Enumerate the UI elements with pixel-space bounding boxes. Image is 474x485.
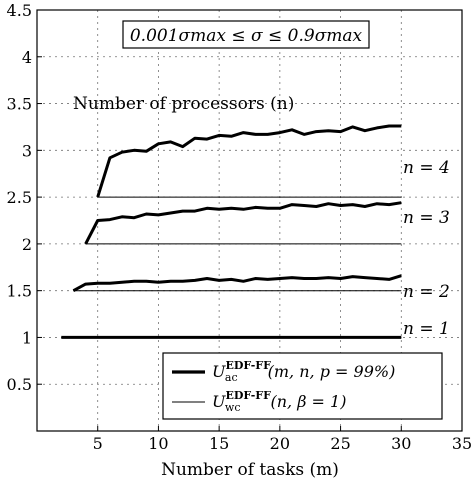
x-tick-label: 5	[93, 434, 103, 453]
series-label-n1: n = 1	[403, 319, 450, 339]
y-tick-label: 0.5	[7, 375, 32, 394]
y-tick-label: 2	[22, 235, 32, 254]
x-tick-label: 20	[270, 434, 290, 453]
x-axis-label: Number of tasks (m)	[161, 460, 339, 480]
series-line-n3-ac	[84, 201, 402, 245]
series-line-n2-ac	[72, 274, 402, 293]
series-label-n2: n = 2	[403, 282, 450, 302]
legend-entry-ac: UEDF-FF ac (m, n, p = 99%)	[212, 359, 395, 384]
y-tick-label: 3	[22, 141, 32, 160]
x-tick-label: 10	[148, 434, 168, 453]
legend-box	[162, 352, 443, 420]
legend-entry-wc: UEDF-FF wc (n, β = 1)	[212, 389, 346, 414]
x-tick-label: 30	[391, 434, 411, 453]
x-tick-label: 35	[452, 434, 472, 453]
processors-annotation: Number of processors (n)	[73, 94, 294, 114]
series-layer	[61, 124, 402, 339]
legend: UEDF-FF ac (m, n, p = 99%) UEDF-FF wc (n, β …	[162, 352, 443, 420]
y-tick-label: 2.5	[7, 188, 32, 207]
condition-box	[122, 20, 370, 49]
plot-frame	[36, 9, 463, 432]
series-label-n4: n = 4	[403, 158, 450, 178]
y-tick-label: 1	[22, 328, 32, 347]
y-tick-label: 4	[22, 48, 32, 67]
series-line-n4-ac	[96, 124, 402, 198]
y-tick-label: 3.5	[7, 95, 32, 114]
y-tick-label: 4.5	[7, 1, 32, 20]
condition-box-text: 0.001σmax ≤ σ ≤ 0.9σmax	[130, 26, 363, 46]
y-tick-label: 1.5	[7, 282, 32, 301]
x-tick-label: 15	[209, 434, 229, 453]
tick-layer: 5 10 15 20 25 30 35 0.5 1 1.5 2 2.5 3 3.5 4 4.5	[7, 1, 473, 453]
x-tick-label: 25	[330, 434, 350, 453]
series-label-n3: n = 3	[403, 208, 450, 228]
